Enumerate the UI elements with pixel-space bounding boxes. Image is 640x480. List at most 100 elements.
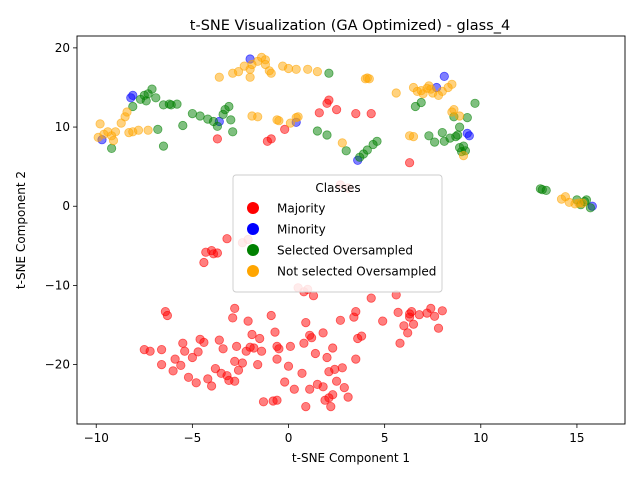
data-point: [202, 248, 210, 256]
data-point: [281, 378, 289, 386]
data-point: [267, 69, 275, 77]
data-point: [254, 360, 262, 368]
data-point: [244, 317, 252, 325]
data-point: [215, 73, 223, 81]
data-point: [142, 97, 150, 105]
data-point: [311, 349, 319, 357]
data-point: [379, 317, 387, 325]
data-point: [215, 336, 223, 344]
data-point: [430, 312, 438, 320]
data-point: [417, 98, 425, 106]
y-tick-label: 0: [62, 199, 70, 213]
data-point: [332, 105, 340, 113]
data-point: [286, 342, 294, 350]
data-point: [373, 137, 381, 145]
data-point: [177, 361, 185, 369]
data-point: [292, 65, 300, 73]
data-point: [313, 67, 321, 75]
data-point: [207, 382, 215, 390]
data-point: [327, 402, 335, 410]
y-tick-label: −10: [45, 278, 70, 292]
data-point: [192, 379, 200, 387]
data-point: [181, 347, 189, 355]
data-point: [179, 121, 187, 129]
data-point: [254, 113, 262, 121]
legend: Classes Majority Minority Selected Oversam…: [233, 175, 442, 292]
data-point: [404, 329, 412, 337]
data-point: [223, 235, 231, 243]
data-point: [319, 383, 327, 391]
data-point: [238, 359, 246, 367]
data-point: [409, 83, 417, 91]
data-point: [209, 250, 217, 258]
data-point: [111, 128, 119, 136]
data-point: [196, 112, 204, 120]
data-point: [227, 116, 235, 124]
x-tick-label: −10: [84, 431, 109, 445]
x-tick-label: 10: [473, 431, 488, 445]
data-point: [129, 91, 137, 99]
data-point: [194, 348, 202, 356]
data-point: [309, 292, 317, 300]
data-point: [357, 332, 365, 340]
data-point: [409, 132, 417, 140]
data-point: [331, 365, 339, 373]
data-point: [329, 344, 337, 352]
data-point: [438, 307, 446, 315]
data-point: [300, 339, 308, 347]
data-point: [409, 320, 417, 328]
data-point: [231, 377, 239, 385]
data-point: [271, 328, 279, 336]
data-point: [465, 132, 473, 140]
data-point: [219, 345, 227, 353]
chart-title: t-SNE Visualization (GA Optimized) - gla…: [190, 18, 510, 34]
data-point: [273, 396, 281, 404]
data-point: [332, 377, 340, 385]
data-point: [367, 294, 375, 302]
x-tick-label: 0: [285, 431, 293, 445]
data-point: [302, 402, 310, 410]
data-point: [407, 307, 415, 315]
data-point: [352, 355, 360, 363]
data-point: [134, 126, 142, 134]
data-point: [319, 329, 327, 337]
data-point: [438, 128, 446, 136]
data-point: [173, 100, 181, 108]
data-point: [427, 304, 435, 312]
data-point: [459, 151, 467, 159]
data-point: [284, 64, 292, 72]
data-point: [325, 96, 333, 104]
data-point: [307, 334, 315, 342]
data-point: [152, 94, 160, 102]
x-tick-label: 15: [569, 431, 584, 445]
y-tick-label: 20: [55, 41, 70, 55]
data-point: [352, 109, 360, 117]
data-point: [415, 311, 423, 319]
data-point: [154, 125, 162, 133]
data-point: [325, 69, 333, 77]
data-point: [455, 123, 463, 131]
data-point: [275, 345, 283, 353]
data-point: [338, 139, 346, 147]
data-point: [471, 99, 479, 107]
data-point: [248, 330, 256, 338]
data-point: [394, 308, 402, 316]
x-tick-label: 5: [381, 431, 389, 445]
data-point: [323, 131, 331, 139]
data-point: [200, 258, 208, 266]
data-point: [213, 135, 221, 143]
data-point: [340, 383, 348, 391]
data-point: [267, 135, 275, 143]
legend-marker: [247, 265, 259, 277]
data-point: [304, 65, 312, 73]
data-point: [231, 357, 239, 365]
data-point: [448, 80, 456, 88]
data-point: [367, 109, 375, 117]
data-point: [246, 73, 254, 81]
data-point: [290, 385, 298, 393]
data-point: [302, 318, 310, 326]
data-point: [455, 112, 463, 120]
data-point: [148, 85, 156, 93]
y-tick-label: 10: [55, 120, 70, 134]
